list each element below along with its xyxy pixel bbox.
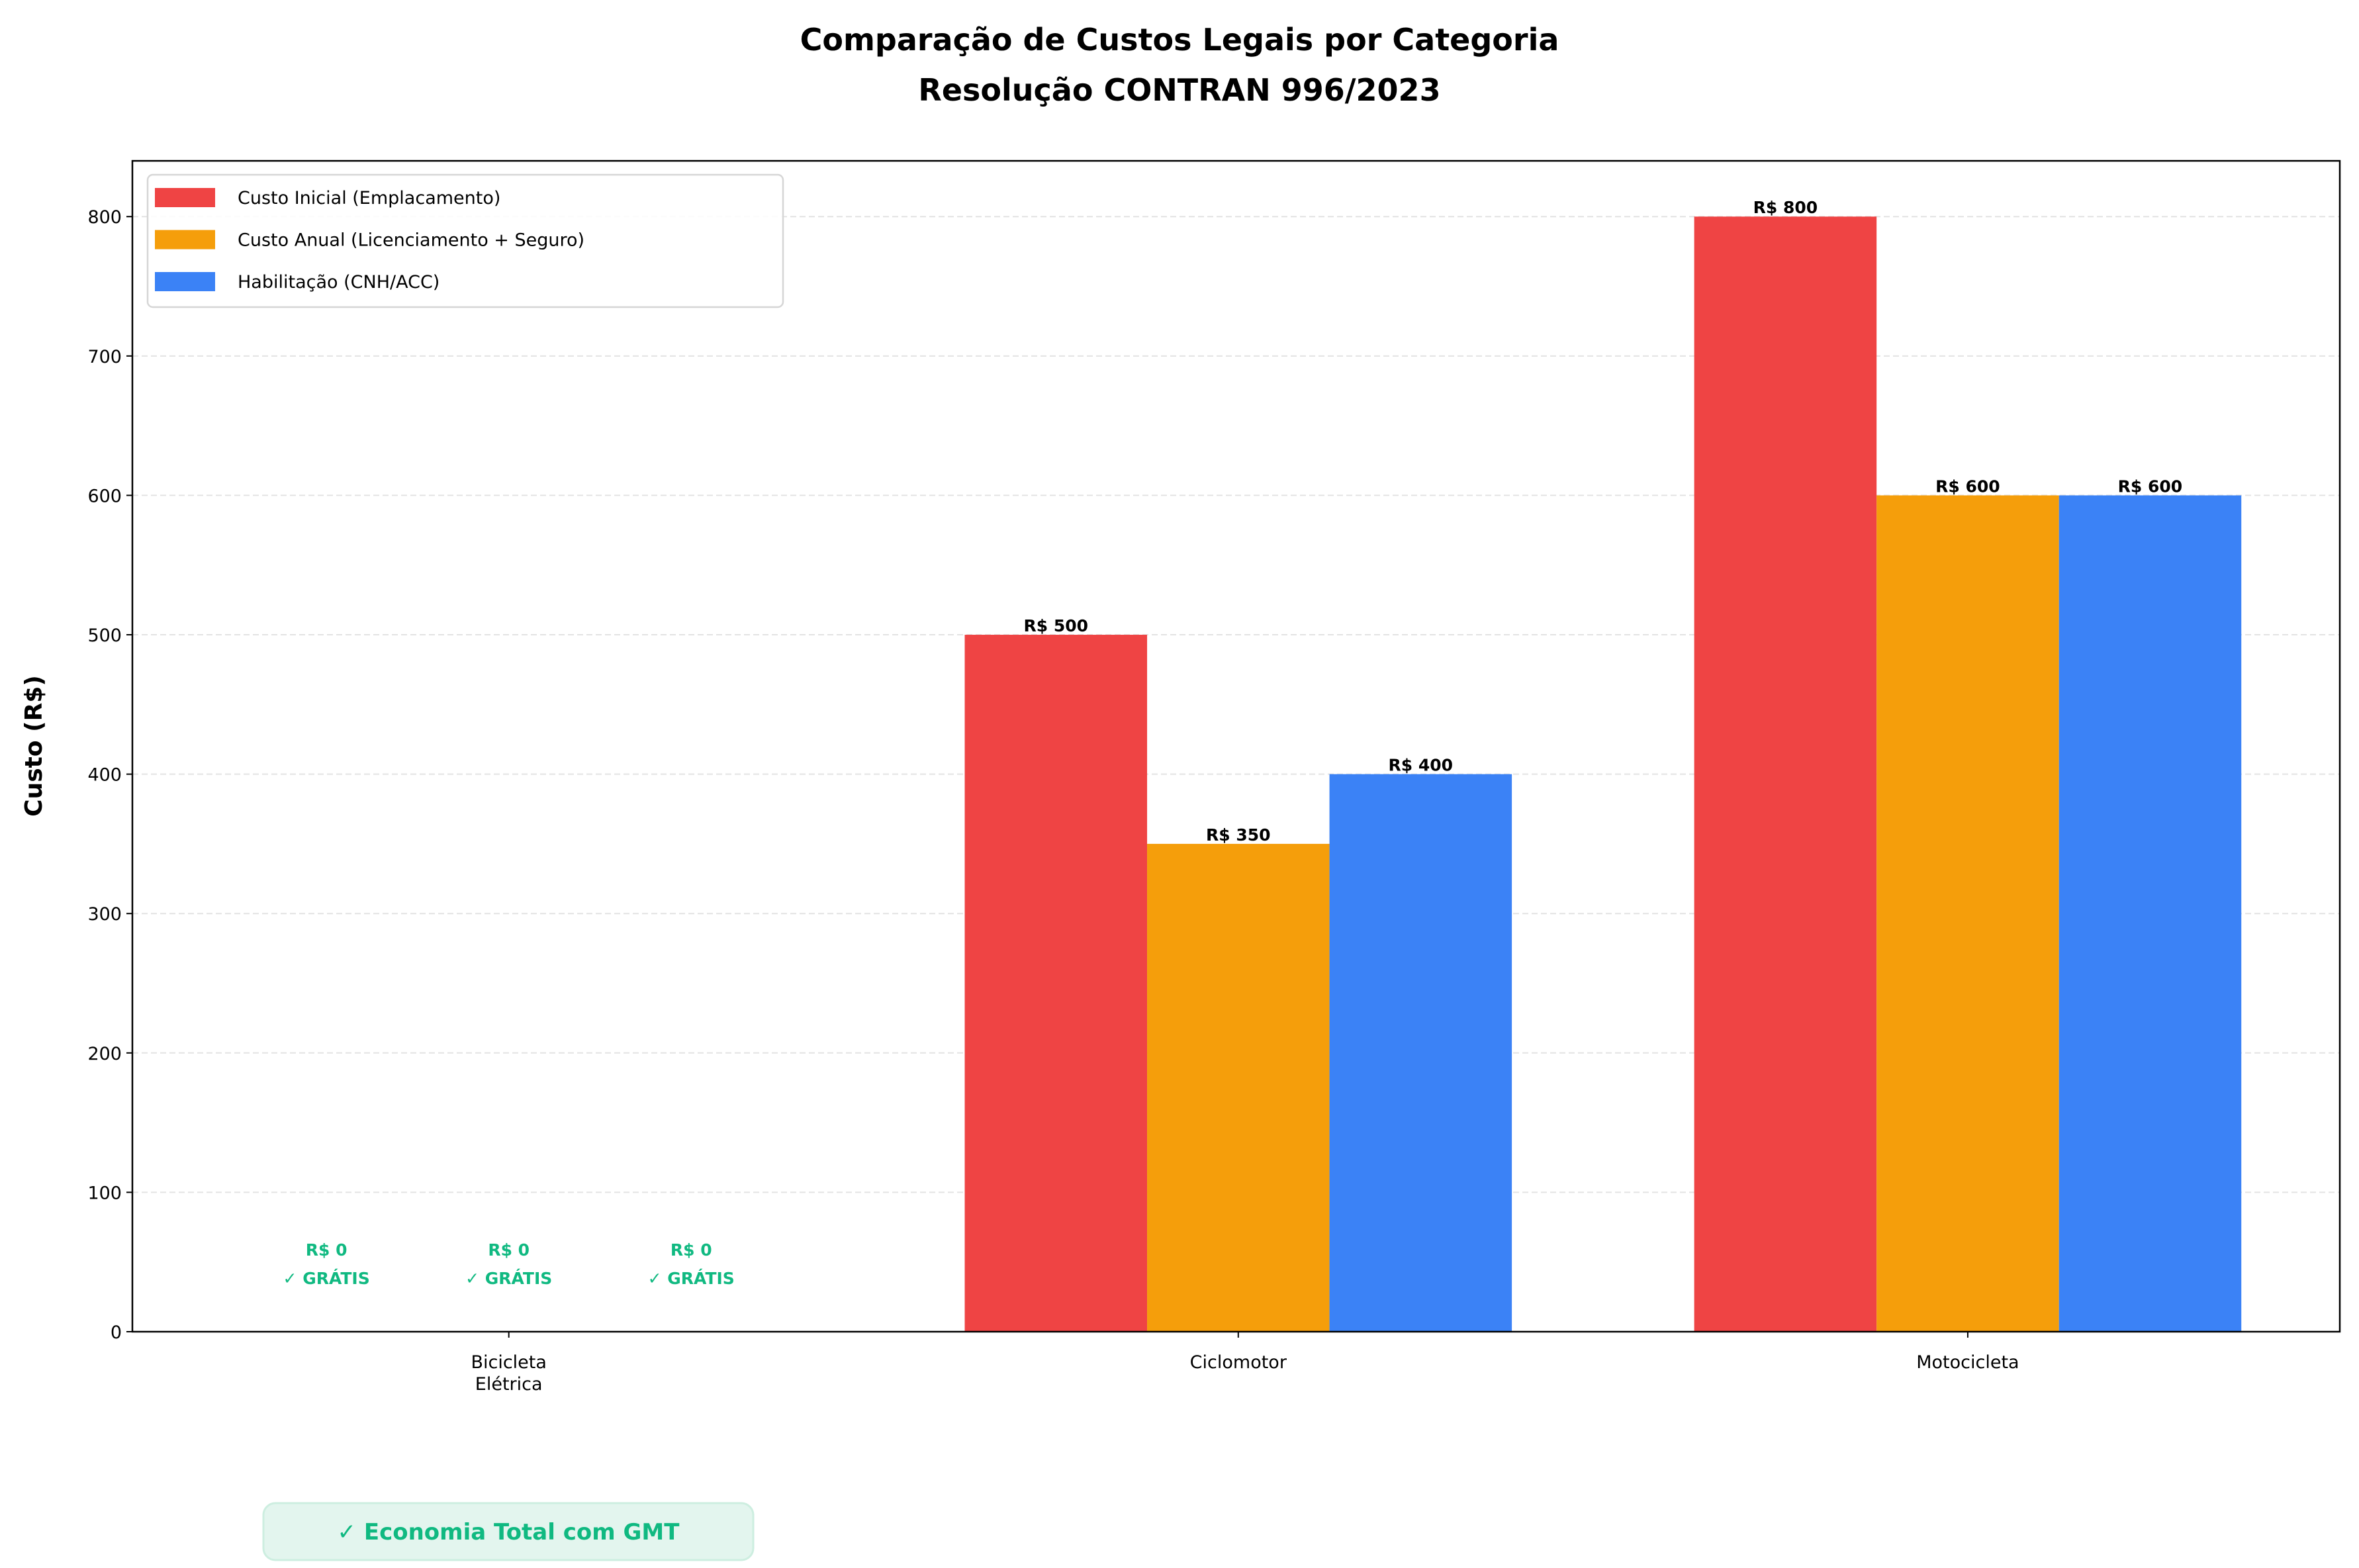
bar bbox=[1147, 843, 1330, 1332]
legend-swatch bbox=[155, 188, 215, 207]
y-tick-label: 100 bbox=[87, 1183, 122, 1203]
free-value-label: R$ 0 bbox=[488, 1240, 530, 1260]
legend-label: Custo Inicial (Emplacamento) bbox=[238, 188, 500, 208]
axes-frame bbox=[131, 160, 2341, 1333]
legend: Custo Inicial (Emplacamento) Custo Anual … bbox=[146, 173, 784, 308]
bar bbox=[964, 635, 1148, 1332]
free-value-label: R$ 0 bbox=[671, 1240, 712, 1260]
bar-value-label: R$ 350 bbox=[1206, 825, 1271, 845]
y-tick-label: 400 bbox=[87, 765, 122, 786]
free-value-label: R$ 0 bbox=[306, 1240, 347, 1260]
bar-value-label: R$ 400 bbox=[1389, 756, 1454, 775]
y-tick-label: 0 bbox=[111, 1322, 122, 1343]
bar-value-label: R$ 800 bbox=[1753, 198, 1818, 217]
y-tick-label: 600 bbox=[87, 486, 122, 506]
legend-label: Custo Anual (Licenciamento + Seguro) bbox=[238, 230, 584, 251]
free-status-label: ✓ GRÁTIS bbox=[465, 1269, 552, 1288]
y-tick-label: 800 bbox=[87, 207, 122, 228]
free-status-label: ✓ GRÁTIS bbox=[283, 1269, 370, 1288]
bar-value-label: R$ 600 bbox=[2118, 477, 2183, 496]
bar-value-label: R$ 600 bbox=[1935, 477, 2000, 496]
y-tick-label: 300 bbox=[87, 904, 122, 925]
legend-swatch bbox=[155, 272, 215, 291]
y-axis-label: Custo (R$) bbox=[21, 675, 48, 817]
x-tick-label: Bicicleta bbox=[471, 1352, 546, 1373]
bar bbox=[1876, 495, 2059, 1332]
bar bbox=[1694, 216, 1877, 1332]
bar-value-label: R$ 500 bbox=[1024, 616, 1089, 635]
chart-title-line-2: Resolução CONTRAN 996/2023 bbox=[918, 72, 1440, 108]
savings-annotation: ✓ Economia Total com GMT bbox=[262, 1502, 755, 1561]
x-tick-label: Motocicleta bbox=[1916, 1352, 2019, 1373]
x-tick-label: Elétrica bbox=[475, 1374, 543, 1395]
free-status-label: ✓ GRÁTIS bbox=[648, 1269, 735, 1288]
chart-title-line-1: Comparação de Custos Legais por Categori… bbox=[800, 22, 1559, 58]
bar bbox=[1329, 774, 1512, 1332]
savings-annotation-text: ✓ Economia Total com GMT bbox=[338, 1519, 680, 1545]
y-tick-label: 500 bbox=[87, 625, 122, 646]
x-tick-label: Ciclomotor bbox=[1190, 1352, 1287, 1373]
legend-label: Habilitação (CNH/ACC) bbox=[238, 272, 439, 293]
y-tick-label: 200 bbox=[87, 1044, 122, 1064]
legend-swatch bbox=[155, 230, 215, 250]
y-tick-label: 700 bbox=[87, 347, 122, 367]
bar bbox=[2058, 495, 2242, 1332]
